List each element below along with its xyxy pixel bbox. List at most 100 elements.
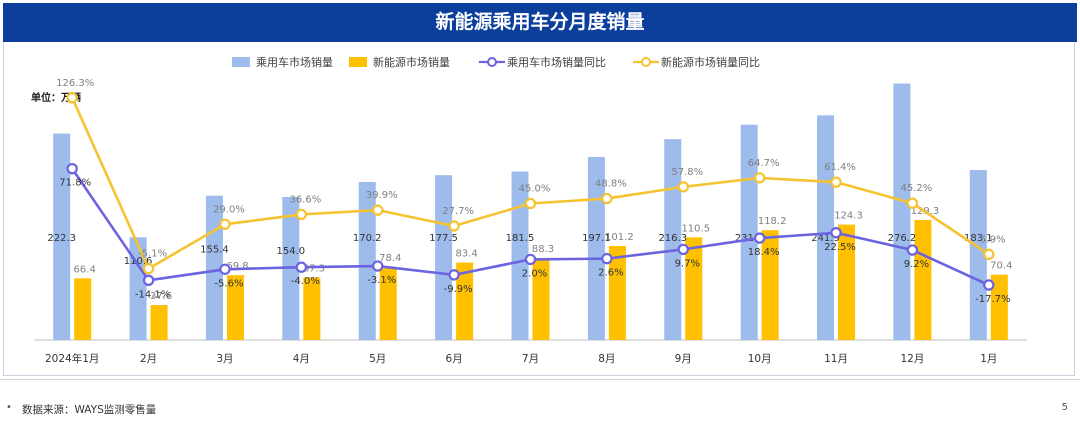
bar-nev-11 xyxy=(838,224,856,340)
marker-nev-yoy-1 xyxy=(66,92,78,104)
line-label-nev-yoy-8: 48.8% xyxy=(595,179,627,190)
bar-label-nev-1: 66.4 xyxy=(74,264,96,275)
marker-passenger-yoy-9 xyxy=(677,243,689,256)
bar-passenger-13 xyxy=(969,169,987,340)
bar-label-nev-7: 88.3 xyxy=(532,244,554,255)
legend-marker-4 xyxy=(641,57,651,67)
line-label-passenger-yoy-6: -9.9% xyxy=(444,284,473,295)
bar-label-nev-5: 78.4 xyxy=(379,253,401,264)
line-label-passenger-yoy-5: -3.1% xyxy=(367,275,396,286)
line-label-passenger-yoy-1: 71.8% xyxy=(59,178,91,189)
line-label-nev-yoy-5: 39.9% xyxy=(366,190,398,201)
line-label-passenger-yoy-7: 2.0% xyxy=(522,268,547,279)
bar-nev-10 xyxy=(761,230,779,340)
x-tick-7: 7月 xyxy=(522,353,539,365)
bar-label-passenger-5: 170.2 xyxy=(353,233,382,244)
marker-nev-yoy-3 xyxy=(219,218,231,230)
line-label-nev-yoy-4: 36.6% xyxy=(289,194,321,205)
marker-nev-yoy-11 xyxy=(830,176,842,188)
x-tick-13: 1月 xyxy=(980,353,997,365)
bar-passenger-2 xyxy=(129,237,147,340)
marker-nev-yoy-9 xyxy=(677,181,689,193)
marker-nev-yoy-5 xyxy=(372,204,384,216)
marker-nev-yoy-2 xyxy=(142,262,155,275)
line-label-nev-yoy-1: 126.3% xyxy=(56,78,94,89)
legend-marker-3 xyxy=(487,57,497,67)
bar-label-passenger-8: 197.1 xyxy=(582,233,611,244)
footer-divider xyxy=(0,379,1080,380)
page-title: 新能源乘用车分月度销量 xyxy=(435,11,645,33)
marker-nev-yoy-10 xyxy=(753,172,766,184)
line-label-nev-yoy-11: 61.4% xyxy=(824,162,856,173)
bar-label-nev-6: 83.4 xyxy=(455,249,477,260)
line-label-nev-yoy-2: -5.1% xyxy=(138,249,167,260)
marker-passenger-yoy-5 xyxy=(372,260,384,272)
x-tick-9: 9月 xyxy=(675,353,692,365)
bar-label-passenger-11: 241.9 xyxy=(811,233,840,244)
bar-label-nev-8: 101.2 xyxy=(605,232,634,243)
marker-nev-yoy-6 xyxy=(448,220,460,232)
bar-label-nev-9: 110.5 xyxy=(681,223,710,234)
marker-passenger-yoy-1 xyxy=(66,162,78,175)
legend-label-1: 乘用车市场销量 xyxy=(256,55,333,69)
bar-label-passenger-6: 177.5 xyxy=(429,233,458,244)
marker-passenger-yoy-3 xyxy=(219,263,231,275)
bar-label-passenger-3: 155.4 xyxy=(200,245,229,256)
bar-nev-9 xyxy=(685,237,703,340)
marker-passenger-yoy-12 xyxy=(906,244,919,256)
bar-label-nev-3: 69.8 xyxy=(226,261,248,272)
x-tick-5: 5月 xyxy=(369,353,386,365)
bar-passenger-5 xyxy=(358,181,376,340)
line-label-passenger-yoy-2: -14.1% xyxy=(135,289,170,300)
x-tick-10: 10月 xyxy=(748,353,772,365)
marker-nev-yoy-4 xyxy=(295,208,308,221)
bar-label-nev-10: 118.2 xyxy=(758,216,787,227)
line-label-passenger-yoy-9: 9.7% xyxy=(675,258,700,269)
bar-nev-13 xyxy=(990,274,1008,340)
marker-passenger-yoy-10 xyxy=(753,232,766,244)
bar-nev-2 xyxy=(150,305,168,340)
line-label-nev-yoy-7: 45.0% xyxy=(519,184,551,195)
chart-frame xyxy=(3,42,1075,376)
marker-passenger-yoy-7 xyxy=(524,253,537,266)
bar-label-nev-13: 70.4 xyxy=(990,261,1012,272)
legend-swatch-1 xyxy=(232,57,250,67)
legend-swatch-2 xyxy=(349,57,367,67)
marker-nev-yoy-13 xyxy=(983,248,995,261)
x-tick-1: 2024年1月 xyxy=(45,352,99,365)
bar-label-passenger-7: 181.5 xyxy=(506,233,535,244)
legend-label-4: 新能源市场销量同比 xyxy=(661,55,760,69)
marker-passenger-yoy-6 xyxy=(448,269,460,281)
bar-nev-6 xyxy=(456,262,474,340)
bar-nev-1 xyxy=(74,278,92,340)
combo-chart: 乘用车市场销量 新能源市场销量 乘用车市场销量同比 新能源市场销量同比单位：万辆222… xyxy=(31,55,1027,365)
bar-passenger-6 xyxy=(435,175,453,340)
bar-passenger-12 xyxy=(893,83,911,341)
marker-nev-yoy-7 xyxy=(524,197,537,210)
line-label-nev-yoy-6: 27.7% xyxy=(442,206,474,217)
x-tick-8: 8月 xyxy=(598,353,615,365)
line-label-passenger-yoy-13: -17.7% xyxy=(975,294,1010,305)
bar-label-nev-2: 37.6 xyxy=(150,291,172,302)
bar-nev-4 xyxy=(303,277,321,340)
bar-nev-8 xyxy=(608,246,626,340)
marker-passenger-yoy-2 xyxy=(142,274,155,287)
footer-bullet: • xyxy=(6,402,12,413)
line-label-nev-yoy-13: 5.9% xyxy=(980,234,1005,245)
bar-label-passenger-12: 276.2 xyxy=(888,233,917,244)
bar-label-passenger-9: 216.3 xyxy=(658,233,687,244)
marker-nev-yoy-8 xyxy=(601,192,613,205)
line-label-nev-yoy-12: 45.2% xyxy=(901,183,933,194)
marker-passenger-yoy-11 xyxy=(830,227,842,239)
x-tick-12: 12月 xyxy=(900,353,924,365)
bar-nev-5 xyxy=(379,267,397,340)
line-label-nev-yoy-9: 57.8% xyxy=(671,167,703,178)
title-bar: 新能源乘用车分月度销量 xyxy=(3,3,1077,42)
x-tick-11: 11月 xyxy=(824,353,848,365)
x-tick-4: 4月 xyxy=(293,353,310,365)
page-number: 5 xyxy=(1061,402,1068,413)
bar-nev-3 xyxy=(226,275,244,340)
bar-label-nev-11: 124.3 xyxy=(834,211,863,222)
x-tick-3: 3月 xyxy=(216,353,233,365)
line-label-nev-yoy-3: 29.0% xyxy=(213,204,245,215)
